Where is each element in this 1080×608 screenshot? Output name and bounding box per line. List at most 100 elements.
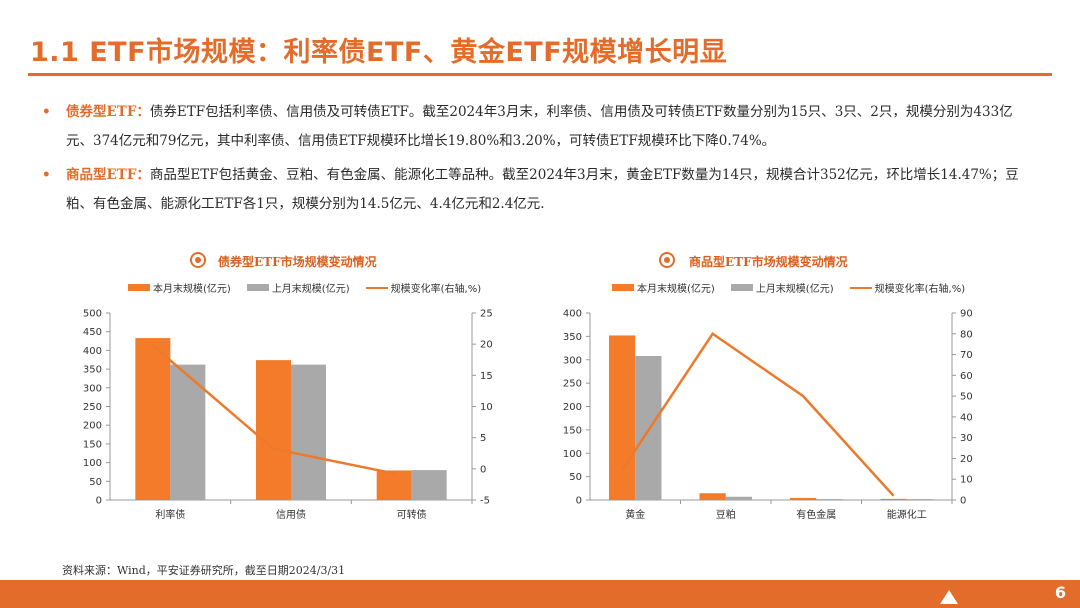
- legend-item-change: 规模变化率(右轴,%): [365, 280, 482, 295]
- bar-current: [880, 498, 907, 500]
- bar-previous: [635, 356, 662, 500]
- legend-item-previous: 上月末规模(亿元): [730, 280, 834, 295]
- y-tick-label-right: 40: [960, 412, 973, 423]
- bar-current: [376, 470, 412, 500]
- change-rate-line: [152, 344, 395, 475]
- y-tick-label-right: 80: [960, 329, 973, 340]
- x-tick-label: 利率债: [155, 508, 185, 521]
- legend-label-previous: 上月末规模(亿元): [755, 284, 834, 295]
- y-tick-label-right: 10: [480, 402, 493, 413]
- change-rate-line: [621, 332, 895, 497]
- y-tick-label-left: 200: [83, 421, 102, 432]
- y-tick-label-left: 250: [563, 379, 582, 390]
- y-tick-label-left: 300: [83, 383, 102, 394]
- bullet-commodity-etf: • 商品型ETF：商品型ETF包括黄金、豆粕、有色金属、能源化工等品种。截至20…: [38, 161, 1038, 219]
- bar-current: [256, 360, 291, 500]
- bullet-label: 债券型ETF：: [66, 104, 150, 120]
- x-tick-label: 豆粕: [716, 508, 736, 521]
- y-tick-label-left: 150: [563, 425, 582, 436]
- target-icon: [659, 252, 675, 268]
- x-tick-label: 信用债: [276, 508, 306, 521]
- y-tick-label-left: 450: [83, 327, 102, 338]
- bullet-list: • 债券型ETF：债券ETF包括利率债、信用债及可转债ETF。截至2024年3月…: [38, 98, 1038, 224]
- y-tick-label-right: 60: [960, 371, 973, 382]
- chart-legend-bond: 本月末规模(亿元) 上月末规模(亿元) 规模变化率(右轴,%): [128, 280, 497, 295]
- bullet-bond-etf: • 债券型ETF：债券ETF包括利率债、信用债及可转债ETF。截至2024年3月…: [38, 98, 1038, 156]
- bar-previous: [816, 499, 843, 500]
- chart-legend-commodity: 本月末规模(亿元) 上月末规模(亿元) 规模变化率(右轴,%): [612, 280, 981, 295]
- y-tick-label-right: 25: [480, 309, 493, 320]
- y-tick-label-right: 10: [960, 475, 973, 486]
- legend-swatch-current: [128, 284, 150, 291]
- y-tick-label-right: 70: [960, 350, 973, 361]
- bar-current: [790, 497, 817, 500]
- bullet-text: 商品型ETF包括黄金、豆粕、有色金属、能源化工等品种。截至2024年3月末，黄金…: [66, 167, 1019, 212]
- legend-label-current: 本月末规模(亿元): [637, 284, 715, 295]
- title-divider: [28, 73, 1052, 76]
- legend-label-previous: 上月末规模(亿元): [271, 284, 350, 295]
- y-tick-label-left: 500: [83, 309, 102, 320]
- legend-item-previous: 上月末规模(亿元): [246, 280, 350, 295]
- y-tick-label-right: 20: [480, 340, 493, 351]
- y-tick-label-left: 200: [563, 402, 582, 413]
- y-tick-label-right: 5: [480, 433, 486, 444]
- y-tick-label-left: 100: [83, 458, 102, 469]
- bar-previous: [170, 364, 206, 500]
- bar-previous: [291, 364, 326, 500]
- y-tick-label-left: 350: [563, 332, 582, 343]
- legend-swatch-previous: [246, 284, 269, 291]
- legend-item-current: 本月末规模(亿元): [612, 280, 715, 295]
- chart-title-bond: 债券型ETF市场规模变动情况: [218, 255, 377, 269]
- chart-title-commodity: 商品型ETF市场规模变动情况: [689, 255, 848, 269]
- y-tick-label-left: 250: [83, 402, 102, 413]
- y-tick-label-left: 150: [83, 439, 102, 450]
- y-tick-label-left: 50: [569, 472, 582, 483]
- bullet-text: 债券ETF包括利率债、信用债及可转债ETF。截至2024年3月末，利率债、信用债…: [66, 104, 1013, 149]
- y-tick-label-right: 90: [960, 309, 973, 320]
- target-icon: [190, 252, 206, 268]
- y-tick-label-left: 300: [563, 355, 582, 366]
- x-tick-label: 能源化工: [887, 508, 927, 521]
- bar-previous: [906, 499, 933, 500]
- slide-title: 1.1 ETF市场规模：利率债ETF、黄金ETF规模增长明显: [30, 37, 728, 68]
- footer-bar: [0, 580, 1080, 608]
- bullet-dot-icon: •: [42, 104, 51, 120]
- bar-current: [135, 338, 171, 500]
- x-tick-label: 有色金属: [796, 508, 836, 521]
- y-tick-label-right: 50: [960, 392, 973, 403]
- y-tick-label-right: 30: [960, 433, 973, 444]
- bar-previous: [725, 496, 752, 500]
- legend-swatch-previous: [730, 284, 753, 291]
- x-tick-label: 黄金: [625, 508, 645, 521]
- legend-swatch-current: [612, 284, 634, 291]
- y-tick-label-right: 0: [480, 464, 486, 475]
- legend-label-change: 规模变化率(右轴,%): [390, 284, 482, 295]
- page-number: 6: [1054, 583, 1066, 602]
- y-tick-label-right: 20: [960, 454, 973, 465]
- chart-bond-etf: 0 50 100 150 200 250 300 350 400 450 500 -5 0 5 10 15 20…: [83, 309, 493, 522]
- legend-item-change: 规模变化率(右轴,%): [849, 280, 966, 295]
- y-tick-label-right: -5: [480, 496, 490, 507]
- y-tick-label-left: 400: [563, 309, 582, 320]
- legend-item-current: 本月末规模(亿元): [128, 280, 231, 295]
- y-tick-label-right: 0: [960, 496, 966, 507]
- y-tick-label-left: 50: [89, 477, 102, 488]
- legend-label-change: 规模变化率(右轴,%): [874, 284, 966, 295]
- bar-current: [699, 493, 726, 500]
- legend-swatch-change: [365, 286, 388, 289]
- logo-icon: [940, 590, 958, 604]
- chart-commodity-etf: 0 50 100 150 200 250 300 350 400 0 10 20 30 40 50 60 70 8…: [563, 309, 973, 522]
- x-tick-label: 可转债: [397, 508, 427, 521]
- y-tick-label-left: 0: [576, 496, 582, 507]
- bar-previous: [411, 470, 447, 500]
- y-tick-label-left: 100: [563, 449, 582, 460]
- y-tick-label-right: 15: [480, 371, 493, 382]
- y-tick-label-left: 350: [83, 365, 102, 376]
- bullet-dot-icon: •: [42, 167, 51, 183]
- bullet-label: 商品型ETF：: [66, 167, 150, 183]
- y-tick-label-left: 0: [96, 496, 102, 507]
- source-note: 资料来源：Wind，平安证券研究所，截至日期2024/3/31: [62, 564, 346, 577]
- bar-current: [609, 335, 636, 500]
- y-tick-label-left: 400: [83, 346, 102, 357]
- legend-swatch-change: [849, 286, 872, 289]
